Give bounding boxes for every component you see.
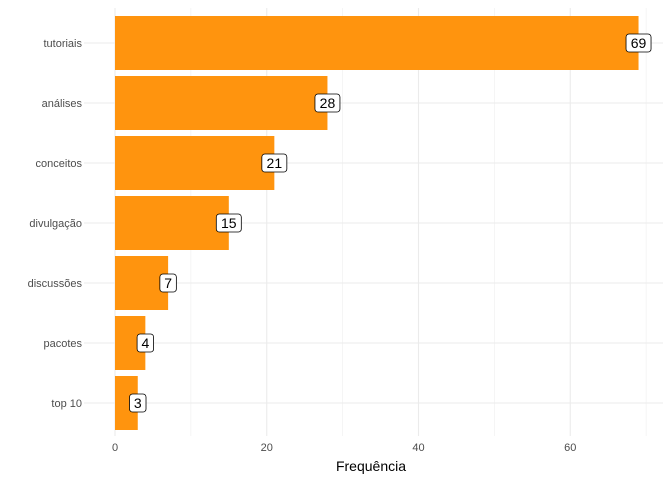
bar [115, 196, 229, 250]
data-label: 21 [267, 155, 283, 171]
bar [115, 256, 169, 310]
y-tick-label: pacotes [43, 338, 82, 350]
x-tick-label: 40 [412, 442, 424, 454]
data-label: 28 [320, 95, 336, 111]
y-tick-label: discussões [28, 278, 83, 290]
data-labels: 69 28 21 15 7 4 3 [129, 33, 652, 413]
data-label-box [159, 273, 177, 293]
data-label-box [625, 33, 652, 53]
bar [115, 376, 138, 430]
x-axis-ticks: 0 20 40 60 [112, 442, 576, 454]
bar [115, 136, 275, 190]
data-label: 15 [221, 215, 237, 231]
x-tick-label: 60 [564, 442, 576, 454]
bar [115, 76, 328, 130]
x-tick-label: 20 [261, 442, 273, 454]
data-label-box [215, 213, 242, 233]
data-label-box [261, 153, 288, 173]
data-label-box [136, 333, 155, 353]
data-label-box [314, 93, 341, 113]
y-axis-ticks: tutoriais análises conceitos divulgação disc… [28, 38, 83, 410]
data-label: 4 [141, 335, 149, 351]
data-label: 3 [134, 395, 142, 411]
data-label: 69 [631, 35, 647, 51]
data-label: 7 [164, 275, 172, 291]
bar [115, 16, 639, 70]
y-tick-label: análises [42, 98, 83, 110]
y-tick-label: top 10 [51, 398, 82, 410]
x-axis-title: Frequência [336, 458, 406, 474]
bars [115, 16, 639, 430]
data-label-box [129, 393, 147, 413]
x-tick-label: 0 [112, 442, 118, 454]
y-tick-label: divulgação [29, 218, 82, 230]
y-tick-label: conceitos [36, 158, 83, 170]
y-tick-label: tutoriais [43, 38, 82, 50]
